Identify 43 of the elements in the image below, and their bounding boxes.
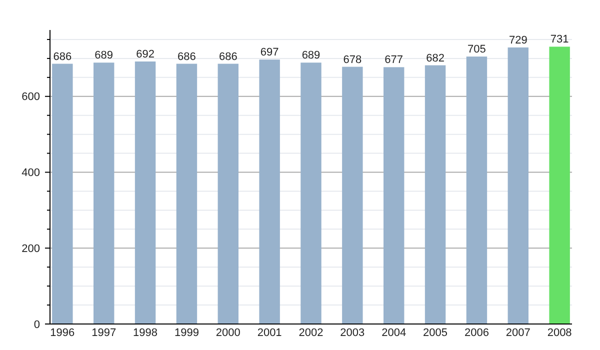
x-tick-label: 1998 <box>133 327 158 339</box>
bar <box>424 65 446 324</box>
bar <box>52 64 73 324</box>
bar <box>508 47 528 324</box>
x-tick-label: 2004 <box>382 327 406 339</box>
data-label: 689 <box>302 50 320 62</box>
bar <box>176 64 198 324</box>
data-label: 729 <box>508 34 528 46</box>
bar <box>466 56 488 324</box>
data-label: 686 <box>53 50 72 63</box>
bar <box>218 64 238 324</box>
bar <box>342 66 363 324</box>
data-label: 686 <box>178 50 196 63</box>
x-tick-label: 2002 <box>298 327 324 339</box>
bar <box>549 46 570 324</box>
x-tick-label: 2003 <box>340 327 365 339</box>
y-tick-label: 400 <box>22 167 40 180</box>
x-tick-label: 2008 <box>547 327 572 339</box>
data-label: 705 <box>468 44 486 56</box>
x-tick-label: 1997 <box>92 327 116 339</box>
data-label: 731 <box>550 34 569 46</box>
bar <box>300 62 322 324</box>
y-tick-label: 600 <box>22 91 40 104</box>
x-tick-label: 2005 <box>423 327 448 339</box>
data-label: 689 <box>94 50 114 62</box>
x-tick-label: 2001 <box>257 327 282 339</box>
y-tick-label: 200 <box>22 242 40 255</box>
data-label: 677 <box>384 54 404 66</box>
x-tick-label: 1996 <box>50 327 75 339</box>
data-label: 686 <box>218 50 238 63</box>
x-tick-label: 2000 <box>216 327 240 339</box>
data-label: 692 <box>136 48 154 60</box>
x-tick-label: 2006 <box>464 327 489 339</box>
data-label: 697 <box>260 46 279 59</box>
y-tick-label: 0 <box>34 318 40 331</box>
bar <box>94 62 114 324</box>
bar <box>134 61 156 324</box>
data-label: 678 <box>343 54 362 66</box>
bar <box>259 60 280 324</box>
data-label: 682 <box>426 52 444 64</box>
bar <box>384 67 404 324</box>
x-tick-label: 2007 <box>506 327 530 339</box>
x-tick-label: 1999 <box>174 327 199 339</box>
